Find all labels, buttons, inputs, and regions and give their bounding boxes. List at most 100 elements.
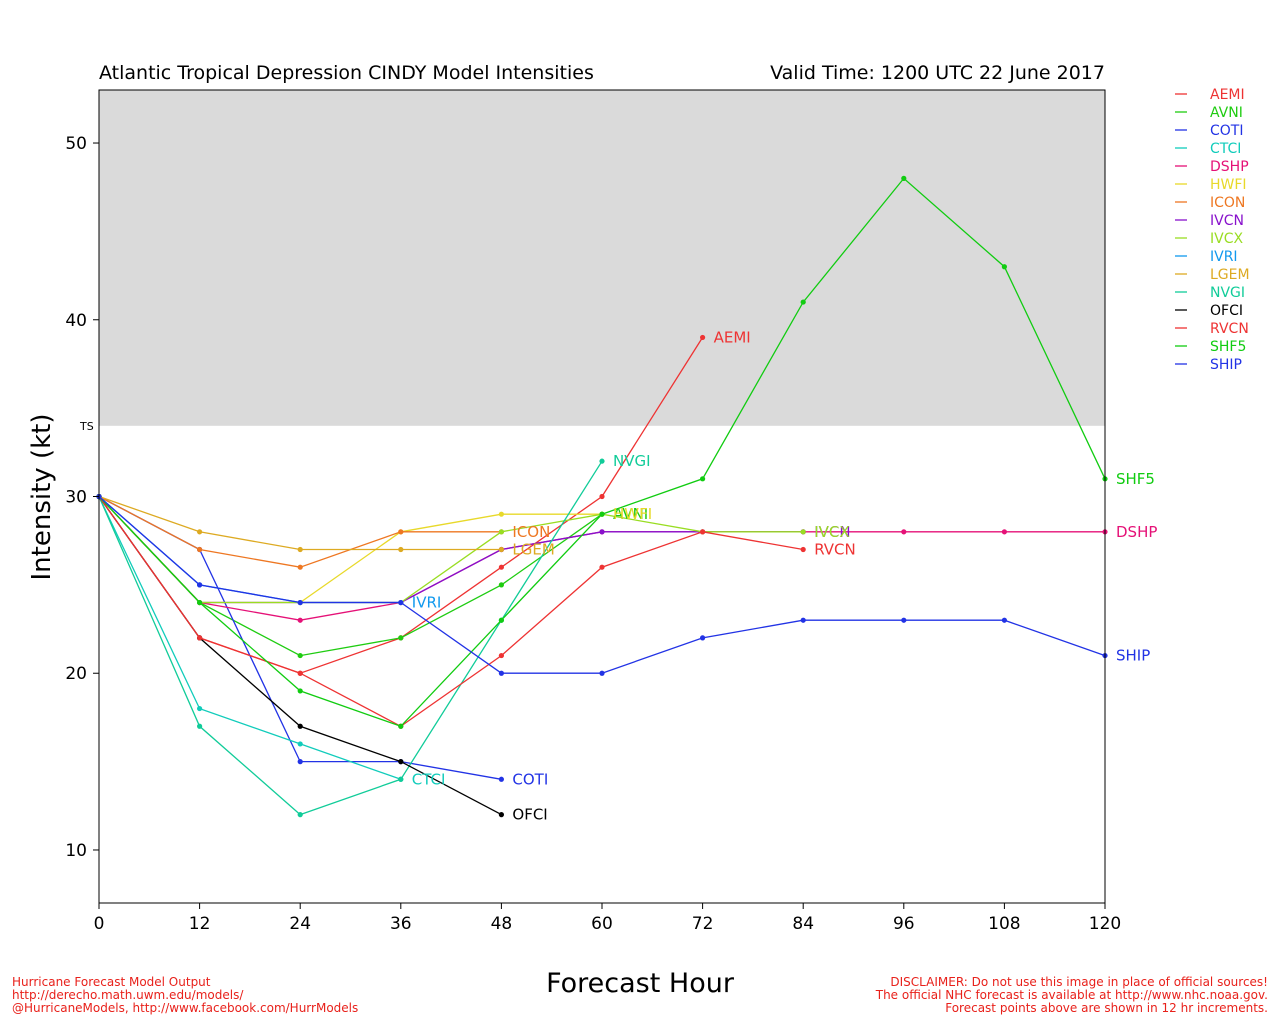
legend-item-ivcx: IVCX (1175, 231, 1243, 247)
data-point-lgem (197, 529, 203, 535)
legend-item-icon: ICON (1175, 195, 1245, 211)
data-point-ship (398, 599, 404, 606)
legend-item-ofci: OFCI (1175, 303, 1243, 319)
data-point-ship (599, 670, 605, 676)
footer-left-line: @HurricaneModels, http://www.facebook.co… (12, 1001, 359, 1015)
legend-label: RVCN (1210, 321, 1249, 337)
data-point-aemi (599, 493, 605, 500)
data-point-nvgi (599, 458, 605, 464)
series-end-label-avni: AVNI (613, 505, 648, 523)
legend-label: DSHP (1210, 159, 1249, 175)
series-line-rvcn (98, 496, 804, 728)
legend-item-dshp: DSHP (1175, 159, 1249, 175)
legend-label: OFCI (1210, 303, 1243, 319)
legend-item-ivcn: IVCN (1175, 213, 1244, 229)
footer-left-line: http://derecho.math.uwm.edu/models/ (12, 988, 244, 1002)
data-point-nvgi (398, 776, 404, 782)
y-tick-label: 20 (65, 664, 87, 684)
series-end-label-ship: SHIP (1116, 647, 1150, 665)
series-ctci (96, 493, 404, 782)
y-tick-label: 40 (65, 311, 87, 331)
series-end-label-hwfi: HWFI (613, 505, 652, 523)
data-point-ship (800, 617, 806, 623)
series-coti (96, 493, 504, 782)
x-tick-label: 84 (792, 914, 814, 934)
data-point-ofci (297, 723, 303, 729)
y-axis-label: Intensity (kt) (27, 414, 57, 581)
y-tick-label: 30 (65, 488, 87, 508)
legend-item-shf5: SHF5 (1175, 339, 1246, 355)
series-line-icon (98, 495, 502, 568)
series-line-nvgi (98, 460, 603, 816)
data-point-icon (398, 529, 404, 535)
data-point-rvcn (800, 546, 806, 553)
data-point-avni (398, 635, 404, 641)
legend-item-ivri: IVRI (1175, 249, 1238, 265)
data-point-lgem (498, 546, 504, 553)
x-tick-label: 108 (988, 914, 1020, 934)
series-end-label-ofci: OFCI (512, 806, 547, 824)
series-end-label-nvgi: NVGI (613, 452, 651, 470)
valid-time: Valid Time: 1200 UTC 22 June 2017 (770, 62, 1105, 84)
data-point-shf5 (700, 476, 706, 482)
data-point-ofci (398, 759, 404, 765)
series-avni (96, 493, 605, 659)
legend: AEMI AVNI COTI CTCI DSHP HWFI ICON IVCN IVCX IVRI… (1175, 87, 1250, 373)
intensity-chart: AEMI AVNI COTI CTCI DSHP HWFI ICON IVCN IVCX IVRI… (27, 62, 1250, 934)
data-point-hwfi (498, 511, 504, 517)
data-point-shf5 (599, 511, 605, 517)
series-end-label-icon: ICON (512, 523, 550, 541)
x-tick-label: 36 (390, 914, 412, 934)
ts-threshold-label: TS (79, 420, 94, 433)
data-point-avni (297, 652, 303, 659)
series-end-label-ivri: IVRI (412, 594, 442, 612)
series-end-label-aemi: AEMI (714, 328, 751, 346)
data-point-ship (197, 582, 203, 588)
series-end-label-lgem: LGEM (512, 541, 554, 559)
data-point-ship (901, 617, 907, 623)
x-tick-label: 48 (491, 914, 513, 934)
data-point-ofci (498, 812, 504, 818)
series-line-coti (98, 495, 502, 780)
data-point-ship (498, 670, 504, 676)
x-axis-label: Forecast Hour (546, 968, 734, 999)
legend-item-lgem: LGEM (1175, 267, 1250, 283)
legend-item-ctci: CTCI (1175, 141, 1241, 157)
y-tick-label: 50 (65, 134, 87, 154)
legend-label: LGEM (1210, 267, 1250, 283)
data-point-coti (498, 776, 504, 782)
legend-label: AEMI (1210, 87, 1245, 103)
footer-left-line: Hurricane Forecast Model Output (12, 975, 211, 989)
chart-title: Atlantic Tropical Depression CINDY Model… (99, 62, 594, 84)
series-line-ctci (98, 496, 402, 780)
data-point-rvcn (197, 635, 203, 641)
data-point-shf5 (398, 723, 404, 729)
data-point-ivcx (800, 529, 806, 535)
legend-label: IVRI (1210, 249, 1238, 265)
x-tick-label: 72 (692, 914, 714, 934)
data-point-ivcn (599, 529, 605, 535)
data-point-dshp (1001, 529, 1008, 535)
series-end-label-ivcx: IVCX (814, 523, 849, 541)
legend-label: CTCI (1210, 141, 1241, 157)
tropical-storm-shaded-region (99, 90, 1105, 426)
data-point-lgem (297, 546, 303, 553)
data-point-shf5 (800, 299, 806, 305)
data-point-rvcn (297, 670, 303, 676)
data-point-ship (700, 635, 706, 641)
x-tick-label: 120 (1089, 914, 1121, 934)
footer-disclaimer: DISCLAIMER: Do not use this image in pla… (876, 976, 1268, 1015)
data-point-shf5 (1001, 264, 1008, 270)
x-tick-label: 60 (591, 914, 613, 934)
legend-item-ship: SHIP (1175, 357, 1242, 373)
footer-right-line: Forecast points above are shown in 12 hr… (945, 1001, 1268, 1015)
legend-label: IVCX (1210, 231, 1243, 247)
data-point-aemi (700, 334, 706, 341)
data-point-shf5 (498, 617, 504, 623)
legend-item-rvcn: RVCN (1175, 321, 1249, 337)
data-point-shf5 (197, 599, 203, 606)
legend-item-hwfi: HWFI (1175, 177, 1247, 193)
data-point-ctci (197, 705, 203, 712)
legend-label: COTI (1210, 123, 1243, 139)
y-tick-label: 10 (65, 841, 87, 861)
